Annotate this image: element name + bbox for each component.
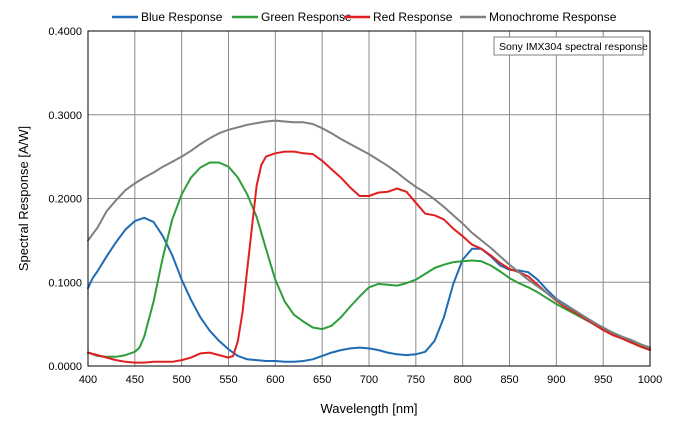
y-tick-label: 0.1000 <box>48 277 82 289</box>
x-tick-label: 700 <box>360 374 378 386</box>
monochrome-response-line <box>87 119 651 349</box>
x-tick-label: 600 <box>266 374 284 386</box>
green-response-legend-label: Green Response <box>261 10 352 24</box>
plot-border <box>87 30 651 367</box>
x-tick-label: 950 <box>594 374 612 386</box>
y-axis-label: Spectral Response [A/W] <box>16 126 31 271</box>
x-tick-label: 1000 <box>638 374 662 386</box>
x-tick-label: 900 <box>547 374 565 386</box>
y-tick-labels: 0.0000 0.1000 0.2000 0.3000 0.4000 <box>48 26 82 373</box>
y-tick-label: 0.0000 <box>48 361 82 373</box>
annotation-frame <box>493 36 644 56</box>
x-tick-label: 650 <box>313 374 331 386</box>
blue-response-legend-label: Blue Response <box>141 10 223 24</box>
x-tick-label: 400 <box>79 374 97 386</box>
x-tick-labels: 400 450 500 550 600 650 700 750 800 850 900 950 1000 <box>79 374 662 386</box>
x-tick-label: 450 <box>126 374 144 386</box>
monochrome-response-legend-label: Monochrome Response <box>489 10 617 24</box>
y-tick-label: 0.4000 <box>48 26 82 38</box>
legend: Blue Response Green Response Red Response M… <box>112 10 617 24</box>
green-response-line <box>87 161 651 358</box>
x-axis-label: Wavelength [nm] <box>320 401 417 416</box>
annotation-box: Sony IMX304 spectral response <box>493 36 648 56</box>
red-response-legend-label: Red Response <box>373 10 453 24</box>
series-lines <box>87 119 651 364</box>
x-tick-label: 500 <box>172 374 190 386</box>
x-tick-label: 850 <box>500 374 518 386</box>
y-tick-label: 0.3000 <box>48 110 82 122</box>
y-tick-label: 0.2000 <box>48 194 82 206</box>
x-tick-label: 550 <box>219 374 237 386</box>
annotation-text: Sony IMX304 spectral response <box>499 41 648 53</box>
x-tick-label: 800 <box>453 374 471 386</box>
x-tick-label: 750 <box>407 374 425 386</box>
